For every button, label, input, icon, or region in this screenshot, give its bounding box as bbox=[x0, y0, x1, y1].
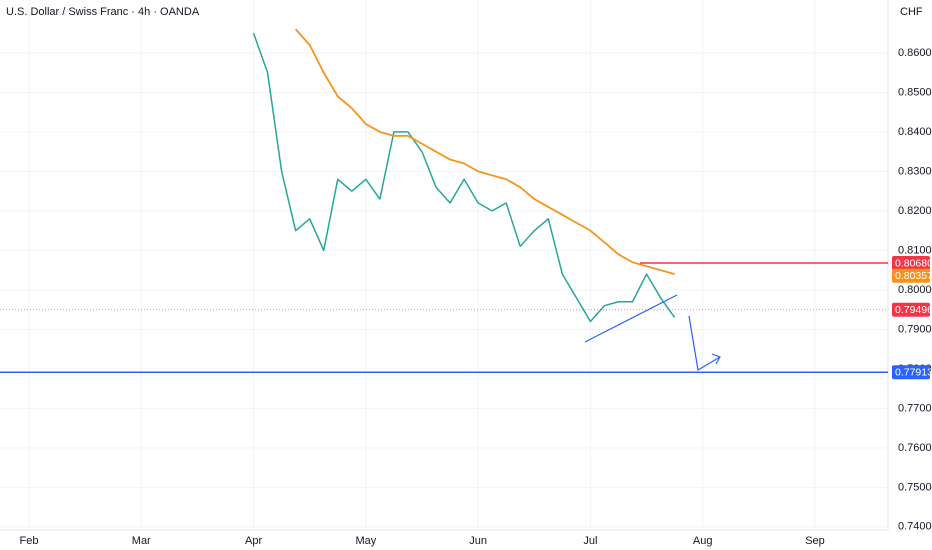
level-label: 0.77913 bbox=[895, 367, 932, 379]
x-tick-label: Mar bbox=[132, 535, 151, 547]
level-label: 0.80680 bbox=[895, 257, 932, 269]
price-line bbox=[252, 32, 676, 323]
x-tick-label: Feb bbox=[19, 535, 38, 547]
level-badge bbox=[892, 268, 930, 283]
level-badge bbox=[892, 302, 930, 317]
chart-title: U.S. Dollar / Swiss Franc · 4h · OANDA bbox=[6, 6, 200, 18]
level-label: 0.80357 bbox=[895, 270, 932, 282]
x-tick-label: Jun bbox=[469, 535, 487, 547]
forecast-arrow bbox=[688, 315, 721, 371]
level-badge bbox=[892, 256, 930, 271]
arrow-head bbox=[711, 353, 721, 365]
plot bbox=[0, 28, 888, 374]
price-line bbox=[294, 28, 675, 275]
trend-line bbox=[584, 294, 678, 343]
level-badge bbox=[892, 365, 930, 380]
x-tick-label: Jul bbox=[583, 535, 597, 547]
x-tick-label: May bbox=[355, 535, 376, 547]
level-label: 0.79496 bbox=[895, 304, 932, 316]
y-tick-label: 0.86000 bbox=[898, 47, 932, 59]
currency-label: CHF bbox=[900, 6, 923, 18]
x-tick-label: Sep bbox=[805, 535, 825, 547]
x-tick-label: Apr bbox=[245, 535, 262, 547]
grid bbox=[0, 0, 888, 530]
x-tick-label: Aug bbox=[693, 535, 713, 547]
